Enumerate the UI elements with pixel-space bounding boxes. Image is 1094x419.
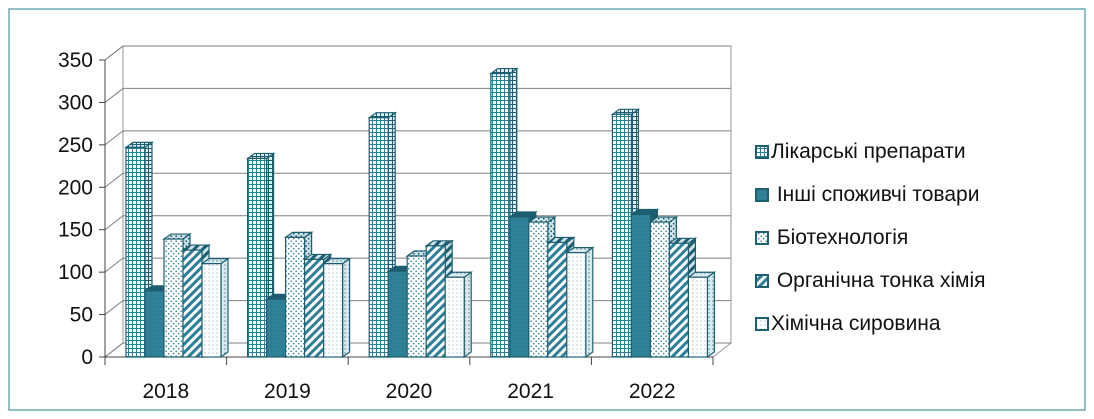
bar-front [425, 245, 446, 358]
legend-label: Біотехнологія [771, 226, 908, 249]
bar [200, 257, 230, 359]
bar [443, 271, 474, 359]
bar-front [649, 221, 671, 358]
legend-swatch [755, 317, 769, 331]
gridline [104, 45, 731, 61]
bar-front [566, 252, 587, 358]
x-tick-label: 2020 [386, 380, 433, 403]
bar [686, 271, 717, 359]
y-tick-label: 200 [58, 176, 93, 199]
legend-label: Хімічна сировина [771, 312, 941, 335]
bar-side [585, 246, 594, 359]
bar-front [144, 290, 165, 358]
gridline [104, 87, 731, 103]
bar-front [611, 113, 633, 358]
x-tick-label: 2022 [629, 380, 676, 403]
bar-side [220, 257, 229, 359]
gridline [104, 130, 731, 146]
legend-label: Інші споживчі товари [771, 183, 979, 206]
legend-swatch [755, 145, 769, 159]
bar [321, 257, 352, 359]
y-tick-label: 100 [58, 261, 93, 284]
y-tick-label: 300 [58, 91, 93, 114]
legend-item: Інші споживчі товари [755, 183, 979, 206]
bar-front [304, 258, 325, 358]
bar-front [547, 241, 568, 358]
legend: Лікарські препарати Інші споживчі товари… [755, 140, 986, 335]
y-tick-label: 0 [81, 346, 93, 369]
y-tick-label: 50 [70, 304, 93, 327]
bar-front [528, 221, 549, 358]
bar-front [630, 213, 652, 358]
bar-front [266, 298, 287, 358]
bar-side [463, 271, 472, 359]
bar-front [323, 263, 344, 358]
legend-item: Біотехнологія [755, 226, 908, 249]
x-tick-label: 2021 [507, 380, 554, 403]
bar-side [342, 257, 351, 359]
bar-front [444, 276, 465, 358]
legend-item: Лікарські препарати [755, 140, 966, 163]
bar-front [368, 117, 389, 358]
legend-item: Хімічна сировина [755, 312, 941, 335]
bar-front [490, 72, 511, 358]
bar-front [163, 238, 184, 358]
x-tick-label: 2019 [264, 380, 311, 403]
y-tick-label: 350 [58, 49, 93, 72]
bar-front [387, 270, 408, 358]
bar-front [285, 236, 306, 358]
bar-side [706, 271, 716, 359]
legend-item: Органічна тонка хімія [755, 269, 986, 292]
y-tick-label: 150 [58, 219, 93, 242]
legend-swatch [755, 231, 769, 245]
tick-labels: 0 50 100 150 200 250 300 350 2018 2019 2020 2021 202… [58, 49, 676, 403]
bar-front [406, 255, 427, 358]
x-tick-label: 2018 [142, 380, 189, 403]
bar-front [668, 242, 690, 358]
bar-front [182, 249, 203, 358]
side-wall [104, 44, 124, 359]
bar-front [201, 263, 222, 358]
legend-swatch [755, 188, 769, 202]
legend-label: Лікарські препарати [771, 140, 966, 163]
legend-swatch [755, 274, 769, 288]
legend-label: Органічна тонка хімія [771, 269, 986, 292]
bars [124, 67, 717, 359]
y-tick-label: 250 [58, 134, 93, 157]
bar [564, 246, 595, 359]
gridline [104, 172, 731, 188]
bar-front [247, 157, 268, 358]
bar-front [125, 146, 146, 358]
bar-front [509, 216, 530, 358]
bar-front [687, 276, 709, 358]
